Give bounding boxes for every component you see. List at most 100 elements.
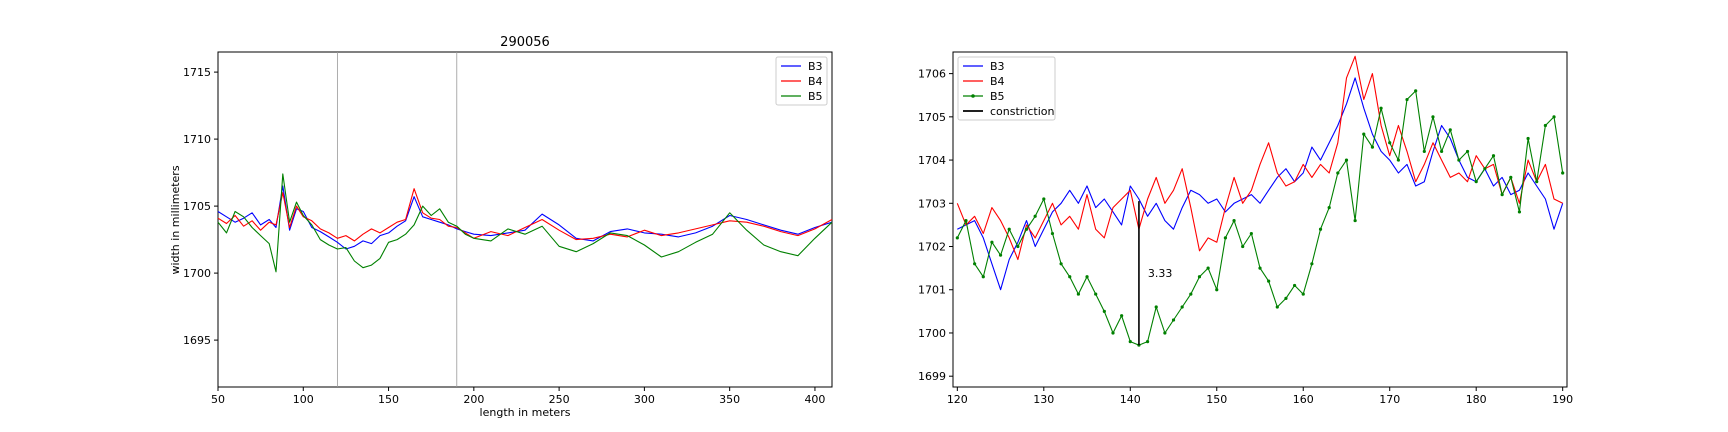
data-point-b5 [1267,279,1271,283]
constriction-marker: 3.33 [1138,201,1173,346]
x-tick-label-left: 350 [719,393,740,406]
y-tick-label-right: 1704 [918,154,946,167]
legend-label-b4-left: B4 [808,75,823,88]
data-point-b5 [1059,262,1063,266]
data-point-b5 [1431,115,1435,119]
constriction-value-label: 3.33 [1148,267,1173,280]
data-point-b5 [1344,158,1349,162]
data-point-b5 [990,240,994,244]
data-point-b5 [1145,340,1150,344]
data-point-b5 [1111,331,1115,335]
data-point-b5 [998,253,1003,257]
data-point-b5 [1163,331,1167,335]
data-point-b5 [1232,218,1236,223]
data-point-b5 [1552,115,1556,119]
data-point-b5 [1405,97,1409,102]
data-point-b5 [1206,266,1210,270]
x-tick-label-right: 160 [1293,393,1314,406]
chart-right: 120 130 140 150 160 170 180 190 1699 1700 1701 1702… [918,51,1573,406]
data-point-b5 [1284,296,1288,300]
data-point-b5 [1396,158,1400,162]
data-point-b5 [1336,171,1340,175]
legend-label-b5-right: B5 [990,90,1005,103]
data-point-b5 [1076,292,1080,296]
data-point-b5 [1457,158,1461,162]
data-point-b5 [1068,275,1072,279]
data-point-b5 [1500,193,1504,197]
data-point-b5 [1370,145,1375,149]
data-point-b5 [964,218,968,223]
data-point-b5 [1128,340,1132,344]
y-tick-label-left: 1695 [183,334,211,347]
y-tick-label-right: 1705 [918,111,946,124]
data-point-b5 [1465,149,1470,154]
data-point-b5 [1440,149,1444,154]
data-point-b5 [1215,288,1219,292]
data-point-b5 [1561,171,1565,175]
x-tick-label-left: 150 [378,393,399,406]
legend-label-b3-left: B3 [808,60,823,73]
data-point-b5 [1526,136,1530,141]
y-tick-label-right: 1703 [918,197,946,210]
legend-left: B3 B4 B5 [775,56,828,106]
axis-ticks-left: 50 100 150 200 250 300 350 400 1695 1700 1705 1710 1… [183,66,825,406]
x-tick-label-right: 190 [1552,393,1573,406]
x-tick-label-right: 140 [1120,393,1141,406]
y-tick-label-right: 1702 [918,241,946,254]
data-point-b5 [1509,175,1513,179]
data-point-b5 [1180,305,1184,309]
series-group-right [955,55,1565,347]
data-point-b5 [1171,318,1176,322]
y-tick-label-right: 1699 [918,370,946,383]
series-group-left [217,173,833,273]
plot-area-left [217,51,833,388]
x-tick-label-right: 150 [1206,393,1227,406]
data-point-b5 [1102,309,1106,313]
data-point-b5 [1042,197,1046,201]
data-point-b5 [1310,262,1314,266]
data-point-b5 [1050,231,1055,236]
data-point-b5 [1474,180,1478,184]
axis-ticks-right: 120 130 140 150 160 170 180 190 1699 1700 1701 1702… [918,68,1573,406]
legend-label-b3-right: B3 [990,60,1005,73]
data-point-b5 [1258,266,1262,270]
data-point-b5 [1197,275,1202,279]
data-point-b5 [1353,218,1357,223]
reference-lines-left [336,52,458,387]
data-point-b5 [1535,180,1539,184]
legend-box-right [957,56,1056,121]
data-point-b5 [1414,89,1418,93]
data-point-b5 [1362,132,1366,136]
data-point-b5 [1016,244,1020,249]
data-point-b5 [1517,210,1522,214]
data-point-b5 [973,262,977,266]
data-point-b5 [1388,141,1392,145]
y-tick-label-left: 1700 [183,267,211,280]
data-point-b5 [1301,292,1305,296]
data-point-b5 [1094,292,1098,296]
x-tick-label-right: 180 [1466,393,1487,406]
data-point-b5 [1422,149,1426,154]
y-tick-label-left: 1705 [183,200,211,213]
data-point-b5 [1379,106,1383,110]
data-point-b5 [1007,227,1011,231]
y-tick-label-right: 1701 [918,284,946,297]
data-point-b5 [1491,154,1496,158]
y-tick-label-right: 1700 [918,327,946,340]
data-point-b5 [1223,236,1228,240]
data-point-b5 [1085,275,1089,279]
data-point-b5 [1154,305,1158,309]
data-point-b5 [1120,314,1124,318]
data-point-b5 [1543,123,1547,128]
data-point-b5 [1327,206,1331,210]
x-tick-label-left: 250 [549,393,570,406]
legend-right: B3 B4 B5 constriction [957,56,1056,121]
series-line-b5-left [217,173,833,273]
data-point-b5 [981,275,985,279]
x-tick-label-left: 100 [293,393,314,406]
legend-label-b5-left: B5 [808,90,823,103]
x-axis-label-left: length in meters [480,406,571,419]
data-point-b5 [1249,231,1253,236]
chart-title-left: 290056 [500,35,550,50]
series-line-b3-right [957,77,1564,291]
